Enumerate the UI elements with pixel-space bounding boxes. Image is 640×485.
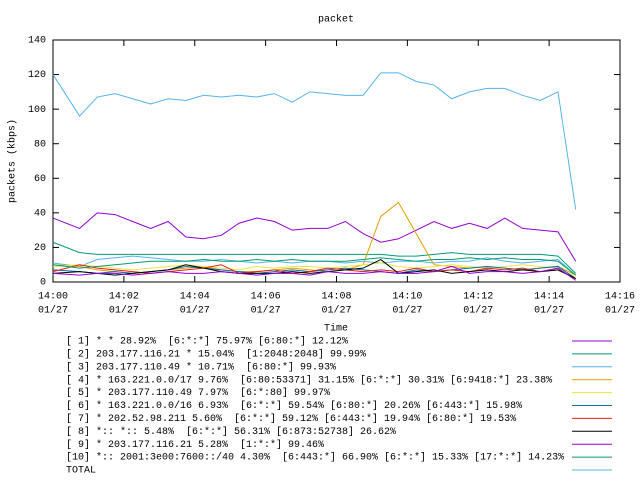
legend-label: [ 6] * 163.221.0.0/16 6.93% [6:*:*] 59.5… xyxy=(66,400,522,412)
legend-label: [ 1] * * 28.92% [6:*:*] 75.97% [6:80:*] … xyxy=(66,336,348,348)
series-line xyxy=(52,241,577,274)
series-line xyxy=(52,257,577,276)
x-tick-label: 01/27 xyxy=(38,305,68,317)
series-line xyxy=(52,264,576,279)
x-tick-label: 14:06 xyxy=(251,292,281,303)
y-tick-label: 120 xyxy=(28,70,46,81)
x-tick-label: 14:02 xyxy=(109,292,139,303)
series-line xyxy=(52,201,576,276)
legend-label: [ 4] * 163.221.0.0/17 9.76% [6:80:53371]… xyxy=(66,374,552,386)
x-tick-label: 14:14 xyxy=(534,292,564,303)
plot-frame xyxy=(52,39,621,283)
y-tick-label: 80 xyxy=(34,139,46,150)
series-line xyxy=(52,262,576,278)
series-line xyxy=(52,265,576,281)
x-tick-label: 14:08 xyxy=(321,292,351,303)
legend-label: [ 3] 203.177.110.49 * 10.71% [6:80:*] 99… xyxy=(66,361,336,373)
y-tick-label: 140 xyxy=(28,36,46,47)
y-tick-label: 60 xyxy=(34,174,46,185)
y-axis-label: packets (kbps) xyxy=(7,119,19,203)
y-tick-label: 40 xyxy=(34,208,46,219)
x-tick-label: 14:16 xyxy=(605,292,635,303)
legend-label: TOTAL xyxy=(66,466,96,477)
x-tick-label: 01/27 xyxy=(180,305,210,317)
x-tick-label: 01/27 xyxy=(321,305,351,317)
y-tick-label: 0 xyxy=(40,278,46,289)
x-tick-label: 01/27 xyxy=(534,305,564,317)
x-axis-label: Time xyxy=(324,323,348,335)
x-tick-label: 14:12 xyxy=(463,292,493,303)
series-line xyxy=(52,258,576,279)
y-tick-label: 20 xyxy=(34,243,46,254)
chart-title: packet xyxy=(318,14,354,26)
legend-label: [ 8] *:: *:: 5.48% [6:*:*] 56.31% [6:873… xyxy=(66,426,396,438)
legend-label: [10] *:: 2001:3e00:7600::/40 4.30% [6:44… xyxy=(66,452,564,464)
x-tick-label: 01/27 xyxy=(109,305,139,317)
series-line xyxy=(52,212,577,262)
x-tick-label: 14:10 xyxy=(392,292,422,303)
x-tick-label: 01/27 xyxy=(392,305,422,317)
y-tick-label: 100 xyxy=(28,105,46,116)
legend-label: [ 7] * 202.52.98.211 5.60% [6:*:*] 59.12… xyxy=(66,413,516,425)
legend-label: [ 2] 203.177.116.21 * 15.04% [1:2048:204… xyxy=(66,349,366,361)
legend-label: [ 5] * 203.177.110.49 7.97% [6:*:80] 99.… xyxy=(66,387,330,399)
series-line xyxy=(52,72,577,210)
x-tick-label: 14:00 xyxy=(38,292,68,303)
x-tick-label: 01/27 xyxy=(463,305,493,317)
x-tick-label: 01/27 xyxy=(605,305,635,317)
x-tick-label: 14:04 xyxy=(180,292,210,303)
x-tick-label: 01/27 xyxy=(251,305,281,317)
legend-label: [ 9] * 203.177.116.21 5.28% [1:*:*] 99.4… xyxy=(66,439,324,451)
